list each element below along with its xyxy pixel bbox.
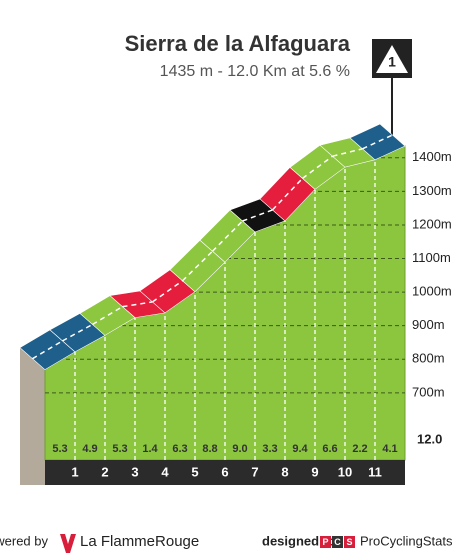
gradient-label: 6.3 — [172, 443, 187, 455]
end-face — [20, 347, 45, 485]
road-centerline — [181, 250, 214, 282]
km-label: 9 — [311, 464, 318, 479]
y-tick-label: 700m — [412, 384, 445, 399]
pcs-letter: C — [334, 537, 341, 547]
road-centerline — [211, 220, 244, 252]
km-label: 8 — [281, 464, 288, 479]
km-label: 2 — [101, 464, 108, 479]
km-label: 3 — [131, 464, 138, 479]
km-label: 10 — [338, 464, 352, 479]
gradient-label: 9.0 — [232, 443, 247, 455]
category-label: 1 — [388, 54, 396, 70]
brand: La FlammeRouge — [80, 533, 199, 550]
gradient-label: 6.6 — [322, 443, 337, 455]
km-label: 1 — [71, 464, 78, 479]
road-centerline — [362, 134, 393, 150]
y-tick-label: 900m — [412, 317, 445, 332]
logo-notch — [65, 534, 71, 544]
base-band — [45, 460, 405, 485]
gradient-label: 8.8 — [202, 443, 217, 455]
gradient-label: 5.3 — [112, 443, 127, 455]
road-centerline — [271, 177, 304, 211]
km-label: 4 — [161, 464, 169, 479]
km-label: 5 — [191, 464, 198, 479]
road-centerline — [152, 280, 183, 303]
y-tick-label: 1100m — [412, 250, 451, 265]
distance-label: 12.0 — [417, 431, 442, 446]
pcs-letter: P — [322, 537, 328, 547]
y-tick-label: 1200m — [412, 216, 452, 231]
category-icon: 1 — [372, 39, 412, 146]
powered-by: Powered by — [0, 533, 48, 548]
pcs-letter: S — [346, 537, 352, 547]
pcs-box — [332, 536, 343, 548]
road-centerline — [32, 340, 63, 360]
y-tick-label: 800m — [412, 351, 445, 366]
gradient-label: 5.3 — [52, 443, 67, 455]
road-centerline — [92, 305, 123, 326]
icon-triangle — [376, 45, 408, 73]
road-centerline — [302, 155, 333, 179]
km-label: 7 — [251, 464, 258, 479]
gradient-label: 4.9 — [82, 443, 97, 455]
y-tick-label: 1400m — [412, 149, 452, 164]
profile: 700m 800m 900m 1000m 1100m 1200m 1300m 1400m 1 2 3… — [19, 123, 452, 485]
gradient-label: 9.4 — [292, 443, 308, 455]
pcs-box — [320, 536, 331, 548]
gradient-label: 2.2 — [352, 443, 367, 455]
road-centerline — [62, 323, 93, 342]
km-label: 11 — [368, 464, 382, 479]
site-name: ProCyclingStats — [360, 533, 453, 548]
gradient-label: 4.1 — [382, 443, 397, 455]
chart-subtitle: 1435 m - 12.0 Km at 5.6 % — [160, 63, 350, 80]
pcs-box — [344, 536, 355, 548]
footer: Powered by La FlammeRouge designed for P… — [0, 533, 453, 553]
chart-title: Sierra de la Alfaguara — [125, 31, 351, 56]
gradient-label: 3.3 — [262, 443, 277, 455]
gradient-label: 1.4 — [142, 443, 158, 455]
y-tick-label: 1300m — [412, 183, 452, 198]
y-tick-label: 1000m — [412, 284, 452, 299]
road-segment — [349, 123, 406, 161]
km-label: 6 — [221, 464, 228, 479]
